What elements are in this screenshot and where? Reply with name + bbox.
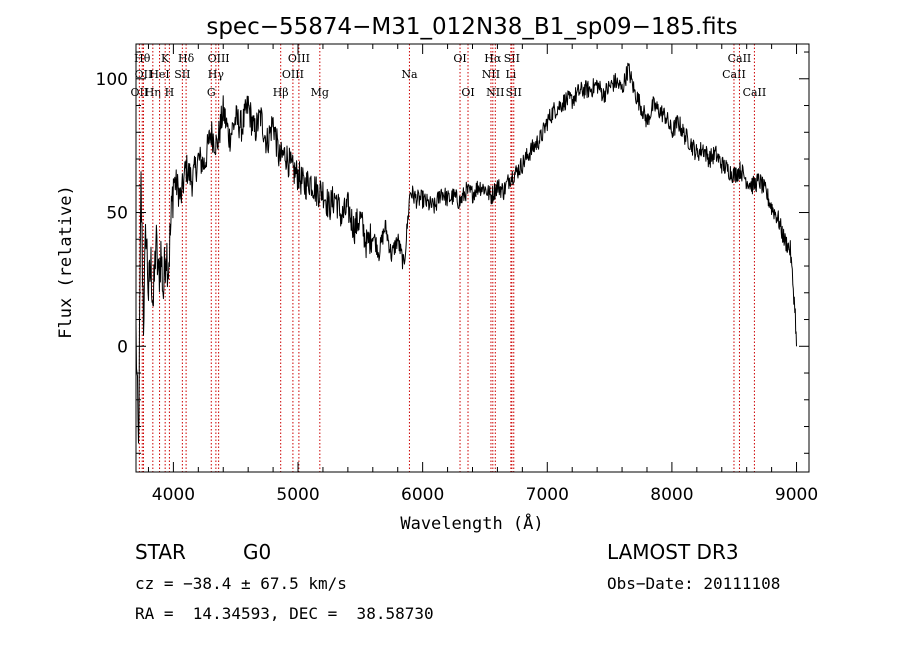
x-tick-label: 8000 xyxy=(650,485,693,505)
y-tick-label: 0 xyxy=(117,337,128,357)
axis-ticks: 4000 5000 6000 7000 8000 9000 0 50 100 xyxy=(96,44,818,505)
y-tick-label: 100 xyxy=(96,70,128,90)
spectral-line-label: OIII xyxy=(208,52,230,65)
y-axis-label: Flux (relative) xyxy=(56,185,76,339)
spectral-line-label: SII xyxy=(506,86,522,99)
series-line-flux xyxy=(135,62,797,444)
spectral-lines: OIIHθOIIHηHeIKHSIIHδGHγOIIIHβOIIIOIIIMgN… xyxy=(131,44,767,472)
survey-name: LAMOST DR3 xyxy=(607,540,739,564)
observation-date: Obs−Date: 20111108 xyxy=(607,574,781,593)
spectral-line-label: Mg xyxy=(311,86,329,99)
spectral-line-label: OI xyxy=(461,86,474,99)
spectral-line-label: OII xyxy=(135,68,153,81)
spectral-line-label: CaII xyxy=(728,52,752,65)
spectral-line-label: H xyxy=(165,86,175,99)
x-tick-label: 9000 xyxy=(775,485,818,505)
x-axis-label: Wavelength (Å) xyxy=(400,512,543,534)
spectral-line-label: NII xyxy=(482,68,500,81)
spectral-line-label: OIII xyxy=(282,68,304,81)
spectral-line-label: Li xyxy=(505,68,516,81)
object-subclass: G0 xyxy=(243,540,272,564)
object-class: STAR xyxy=(135,540,186,564)
spectral-line-label: Hα xyxy=(484,52,502,65)
spectral-line-label: CaII xyxy=(743,86,767,99)
spectral-line-label: OIII xyxy=(288,52,310,65)
spectral-line-label: Hθ xyxy=(134,52,151,65)
y-tick-label: 50 xyxy=(106,204,128,224)
spectral-line-label: Hη xyxy=(145,86,161,99)
spectral-line-label: Hβ xyxy=(273,86,289,99)
spectral-line-label: G xyxy=(207,86,216,99)
x-tick-label: 4000 xyxy=(152,485,195,505)
coordinates-readout: RA = 14.34593, DEC = 38.58730 xyxy=(135,604,434,623)
spectral-line-label: CaII xyxy=(722,68,746,81)
velocity-readout: cz = −38.4 ± 67.5 km/s xyxy=(135,574,347,593)
spectral-line-label: NII xyxy=(486,86,504,99)
spectral-line-label: SII xyxy=(174,68,190,81)
spectral-line-label: K xyxy=(161,52,170,65)
x-tick-label: 7000 xyxy=(526,485,569,505)
spectral-line-label: SII xyxy=(504,52,520,65)
chart-title: spec−55874−M31_012N38_B1_sp09−185.fits xyxy=(206,14,737,40)
series-layer xyxy=(135,62,797,444)
spectral-line-label: OII xyxy=(131,86,149,99)
x-tick-label: 5000 xyxy=(276,485,319,505)
spectral-line-label: HeI xyxy=(149,68,169,81)
spectral-line-label: Na xyxy=(401,68,418,81)
spectral-line-label: Hδ xyxy=(178,52,195,65)
spectral-line-label: OI xyxy=(453,52,466,65)
x-tick-label: 6000 xyxy=(401,485,444,505)
spectral-line-label: Hγ xyxy=(208,68,225,81)
